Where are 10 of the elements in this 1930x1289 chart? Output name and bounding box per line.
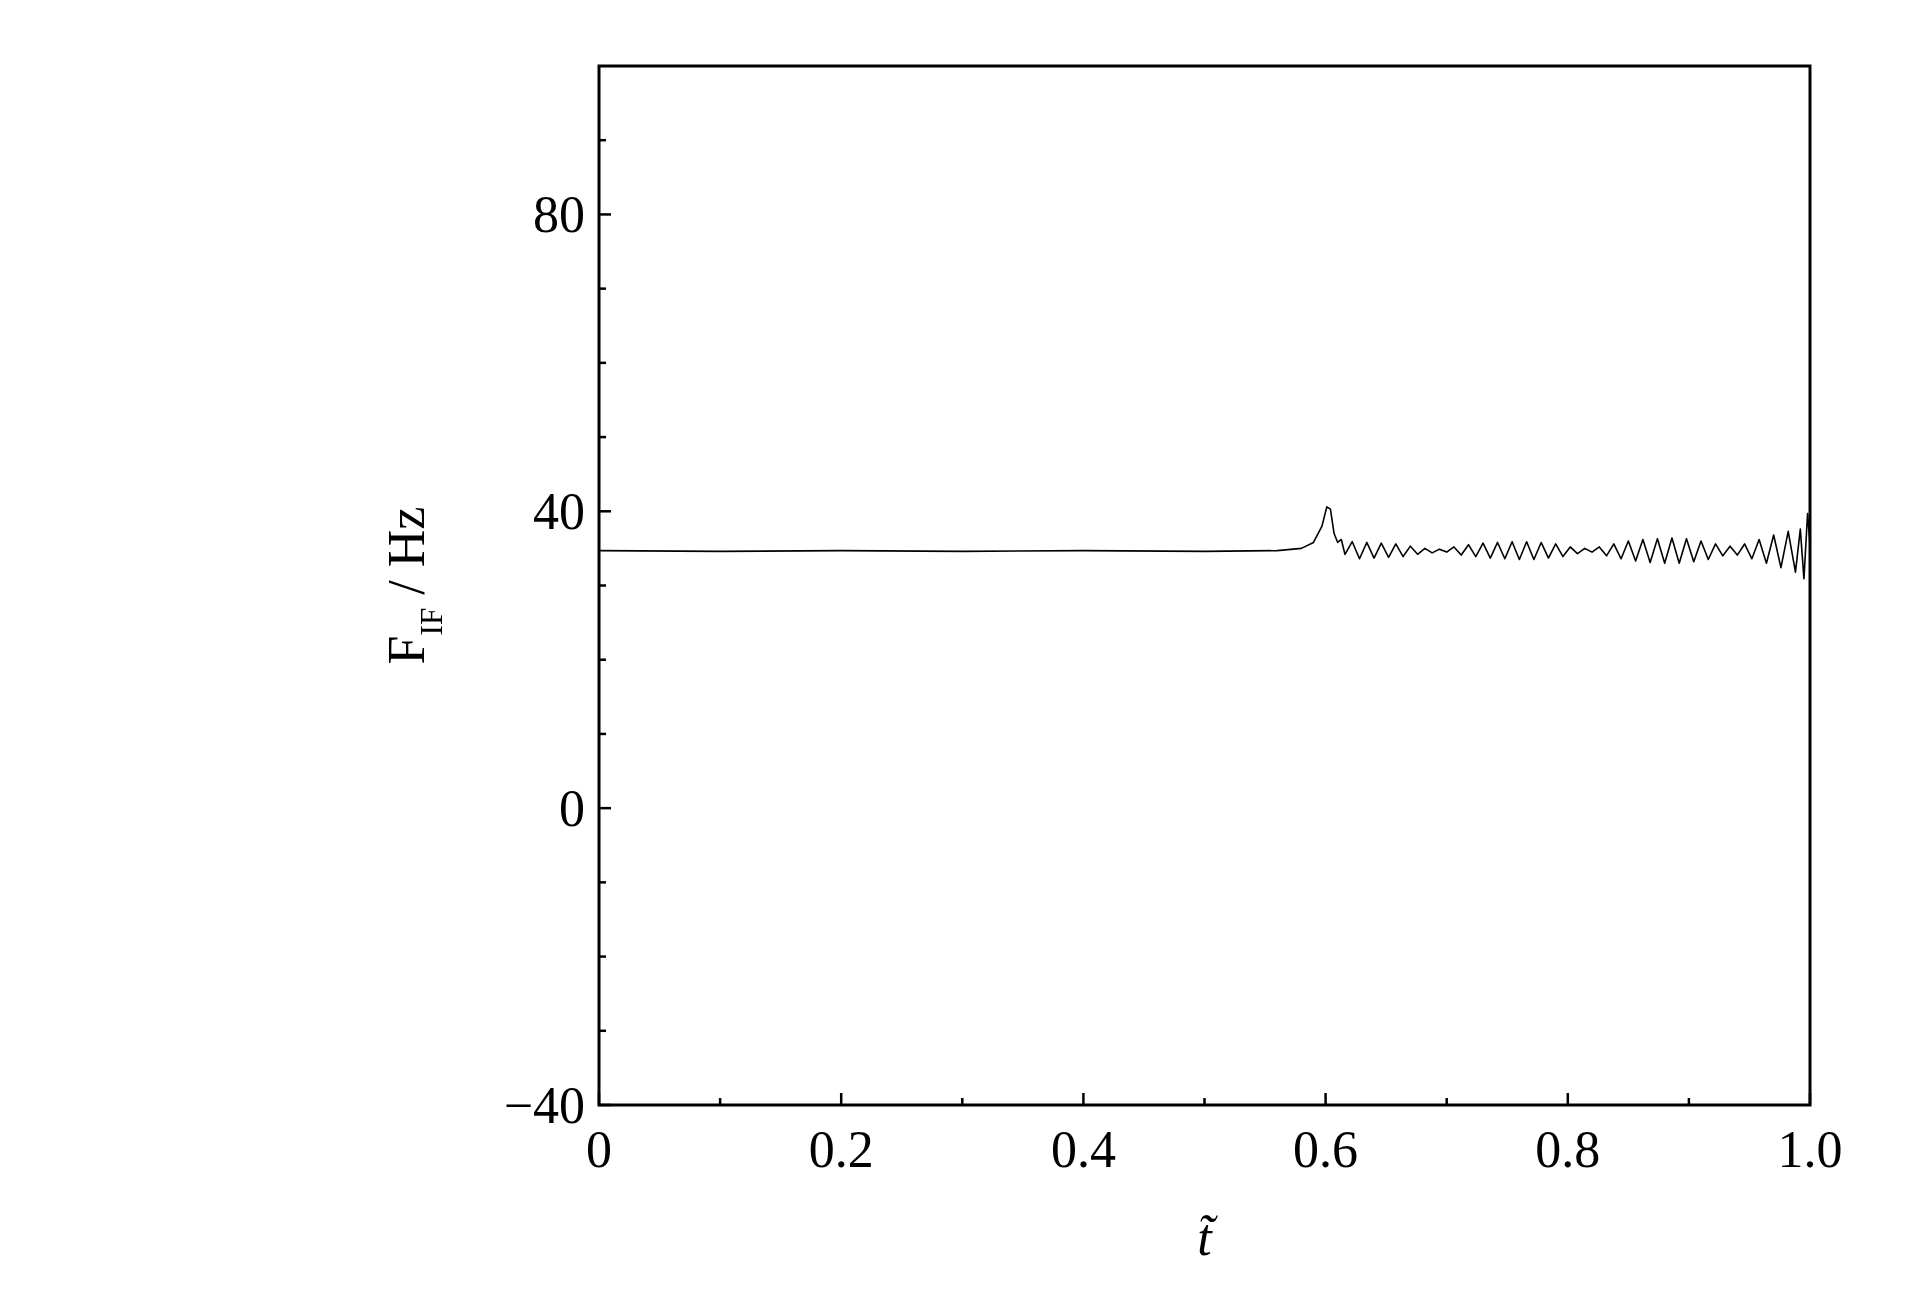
y-tick-label: −40 bbox=[503, 1077, 585, 1134]
x-tick-label: 0.4 bbox=[1050, 1121, 1116, 1178]
x-axis-title: t̃ bbox=[1197, 1209, 1219, 1266]
x-tick-label: 1.0 bbox=[1777, 1121, 1843, 1178]
x-tick-label: 0.8 bbox=[1535, 1121, 1601, 1178]
x-tick-label: 0.2 bbox=[808, 1121, 874, 1178]
x-tick-label: 0.6 bbox=[1293, 1121, 1359, 1178]
y-tick-label: 80 bbox=[533, 186, 585, 244]
y-tick-label: 40 bbox=[533, 483, 585, 541]
y-tick-label: 0 bbox=[559, 780, 585, 838]
